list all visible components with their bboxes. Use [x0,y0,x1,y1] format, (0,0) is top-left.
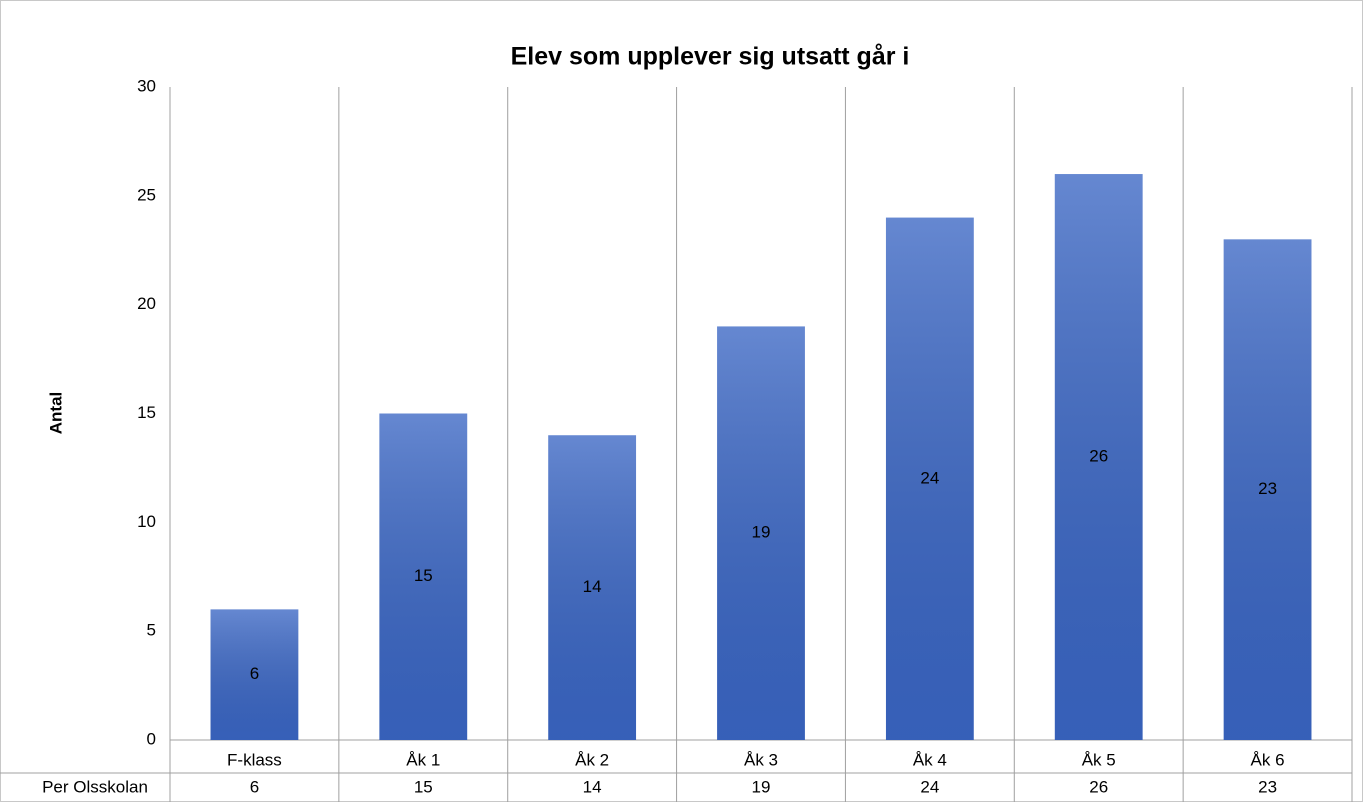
x-tick-label: F-klass [227,750,282,769]
x-tick-label: Åk 5 [1082,750,1116,769]
table-value: 24 [920,777,939,796]
y-tick-label: 0 [147,729,156,748]
x-tick-label: Åk 4 [913,750,947,769]
y-tick-label: 25 [137,185,156,204]
y-tick-label: 20 [137,294,156,313]
y-tick-label: 30 [137,76,156,95]
x-tick-label: Åk 2 [575,750,609,769]
y-tick-label: 10 [137,512,156,531]
table-value: 26 [1089,777,1108,796]
x-tick-label: Åk 1 [406,750,440,769]
bar-shade [1223,239,1312,740]
table-series-name: Per Olsskolan [42,777,148,796]
bar-shade [210,609,299,740]
data-label: 14 [583,577,602,596]
data-label: 26 [1089,447,1108,466]
bar-shade [379,413,468,740]
data-label: 24 [920,468,939,487]
y-tick-label: 15 [137,403,156,422]
x-tick-label: Åk 6 [1251,750,1285,769]
table-value: 6 [250,777,259,796]
bar-shade [885,217,974,741]
bar-shade [548,435,637,740]
table-value: 14 [583,777,602,796]
table-value: 19 [752,777,771,796]
x-tick-label: Åk 3 [744,750,778,769]
bar-shade [1054,174,1143,741]
table-value: 15 [414,777,433,796]
data-label: 6 [250,664,259,683]
data-label: 19 [752,523,771,542]
chart-title: Elev som upplever sig utsatt går i [511,43,910,71]
y-axis-title: Antal [46,392,65,435]
data-label: 23 [1258,479,1277,498]
table-value: 23 [1258,777,1277,796]
bar-shade [717,326,805,740]
data-label: 15 [414,566,433,585]
y-tick-label: 5 [147,621,156,640]
